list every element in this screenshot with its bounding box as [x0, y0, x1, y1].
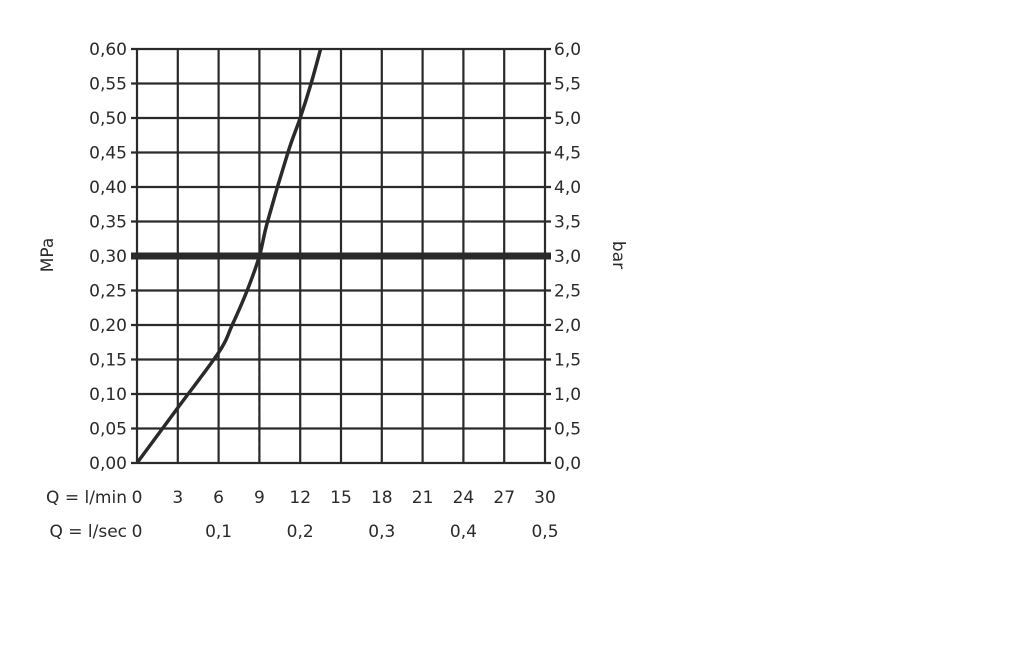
- x-axis-label: Q = l/min: [46, 488, 127, 508]
- y-tick-label: 0,20: [89, 316, 127, 336]
- y-tick-label: 0,00: [89, 454, 127, 474]
- x-tick-label: 9: [254, 488, 265, 508]
- x-tick-label: 15: [330, 488, 352, 508]
- x2-tick-label: 0,1: [205, 522, 232, 542]
- y2-tick-label: 1,5: [554, 351, 581, 371]
- y2-tick-label: 6,0: [554, 40, 581, 60]
- y2-tick-label: 0,5: [554, 420, 581, 440]
- y-axis-label: MPa: [38, 238, 58, 273]
- y2-tick-label: 1,0: [554, 385, 581, 405]
- y-tick-label: 0,55: [89, 75, 127, 95]
- x-tick-label: 24: [453, 488, 475, 508]
- y2-tick-label: 3,0: [554, 247, 581, 267]
- y-tick-label: 0,10: [89, 385, 127, 405]
- y2-tick-label: 0,0: [554, 454, 581, 474]
- y2-axis-label: bar: [608, 241, 628, 269]
- y2-tick-label: 4,5: [554, 144, 581, 164]
- y2-tick-label: 2,0: [554, 316, 581, 336]
- x-tick-label: 12: [289, 488, 311, 508]
- flow-curve: [135, 48, 323, 465]
- y-tick-label: 0,40: [89, 178, 127, 198]
- x2-tick-label: 0: [132, 522, 143, 542]
- y2-tick-label: 2,5: [554, 282, 581, 302]
- y-tick-label: 0,35: [89, 213, 127, 233]
- x-tick-label: 18: [371, 488, 393, 508]
- y2-tick-label: 5,5: [554, 75, 581, 95]
- x2-axis-label: Q = l/sec: [49, 522, 127, 542]
- x-tick-label: 30: [534, 488, 556, 508]
- x-tick-label: 0: [132, 488, 143, 508]
- y-tick-label: 0,60: [89, 40, 127, 60]
- y2-tick-label: 3,5: [554, 213, 581, 233]
- y-tick-label: 0,15: [89, 351, 127, 371]
- x2-tick-label: 0,5: [531, 522, 558, 542]
- x2-tick-label: 0,3: [368, 522, 395, 542]
- x-tick-label: 3: [172, 488, 183, 508]
- x-tick-label: 6: [213, 488, 224, 508]
- x2-tick-label: 0,4: [450, 522, 477, 542]
- y-tick-label: 0,50: [89, 109, 127, 129]
- y-tick-label: 0,05: [89, 420, 127, 440]
- y-tick-label: 0,30: [89, 247, 127, 267]
- y2-tick-label: 4,0: [554, 178, 581, 198]
- y2-tick-label: 5,0: [554, 109, 581, 129]
- y-tick-label: 0,45: [89, 144, 127, 164]
- x-tick-label: 27: [493, 488, 515, 508]
- x-tick-label: 21: [412, 488, 434, 508]
- x2-tick-label: 0,2: [287, 522, 314, 542]
- y-tick-label: 0,25: [89, 282, 127, 302]
